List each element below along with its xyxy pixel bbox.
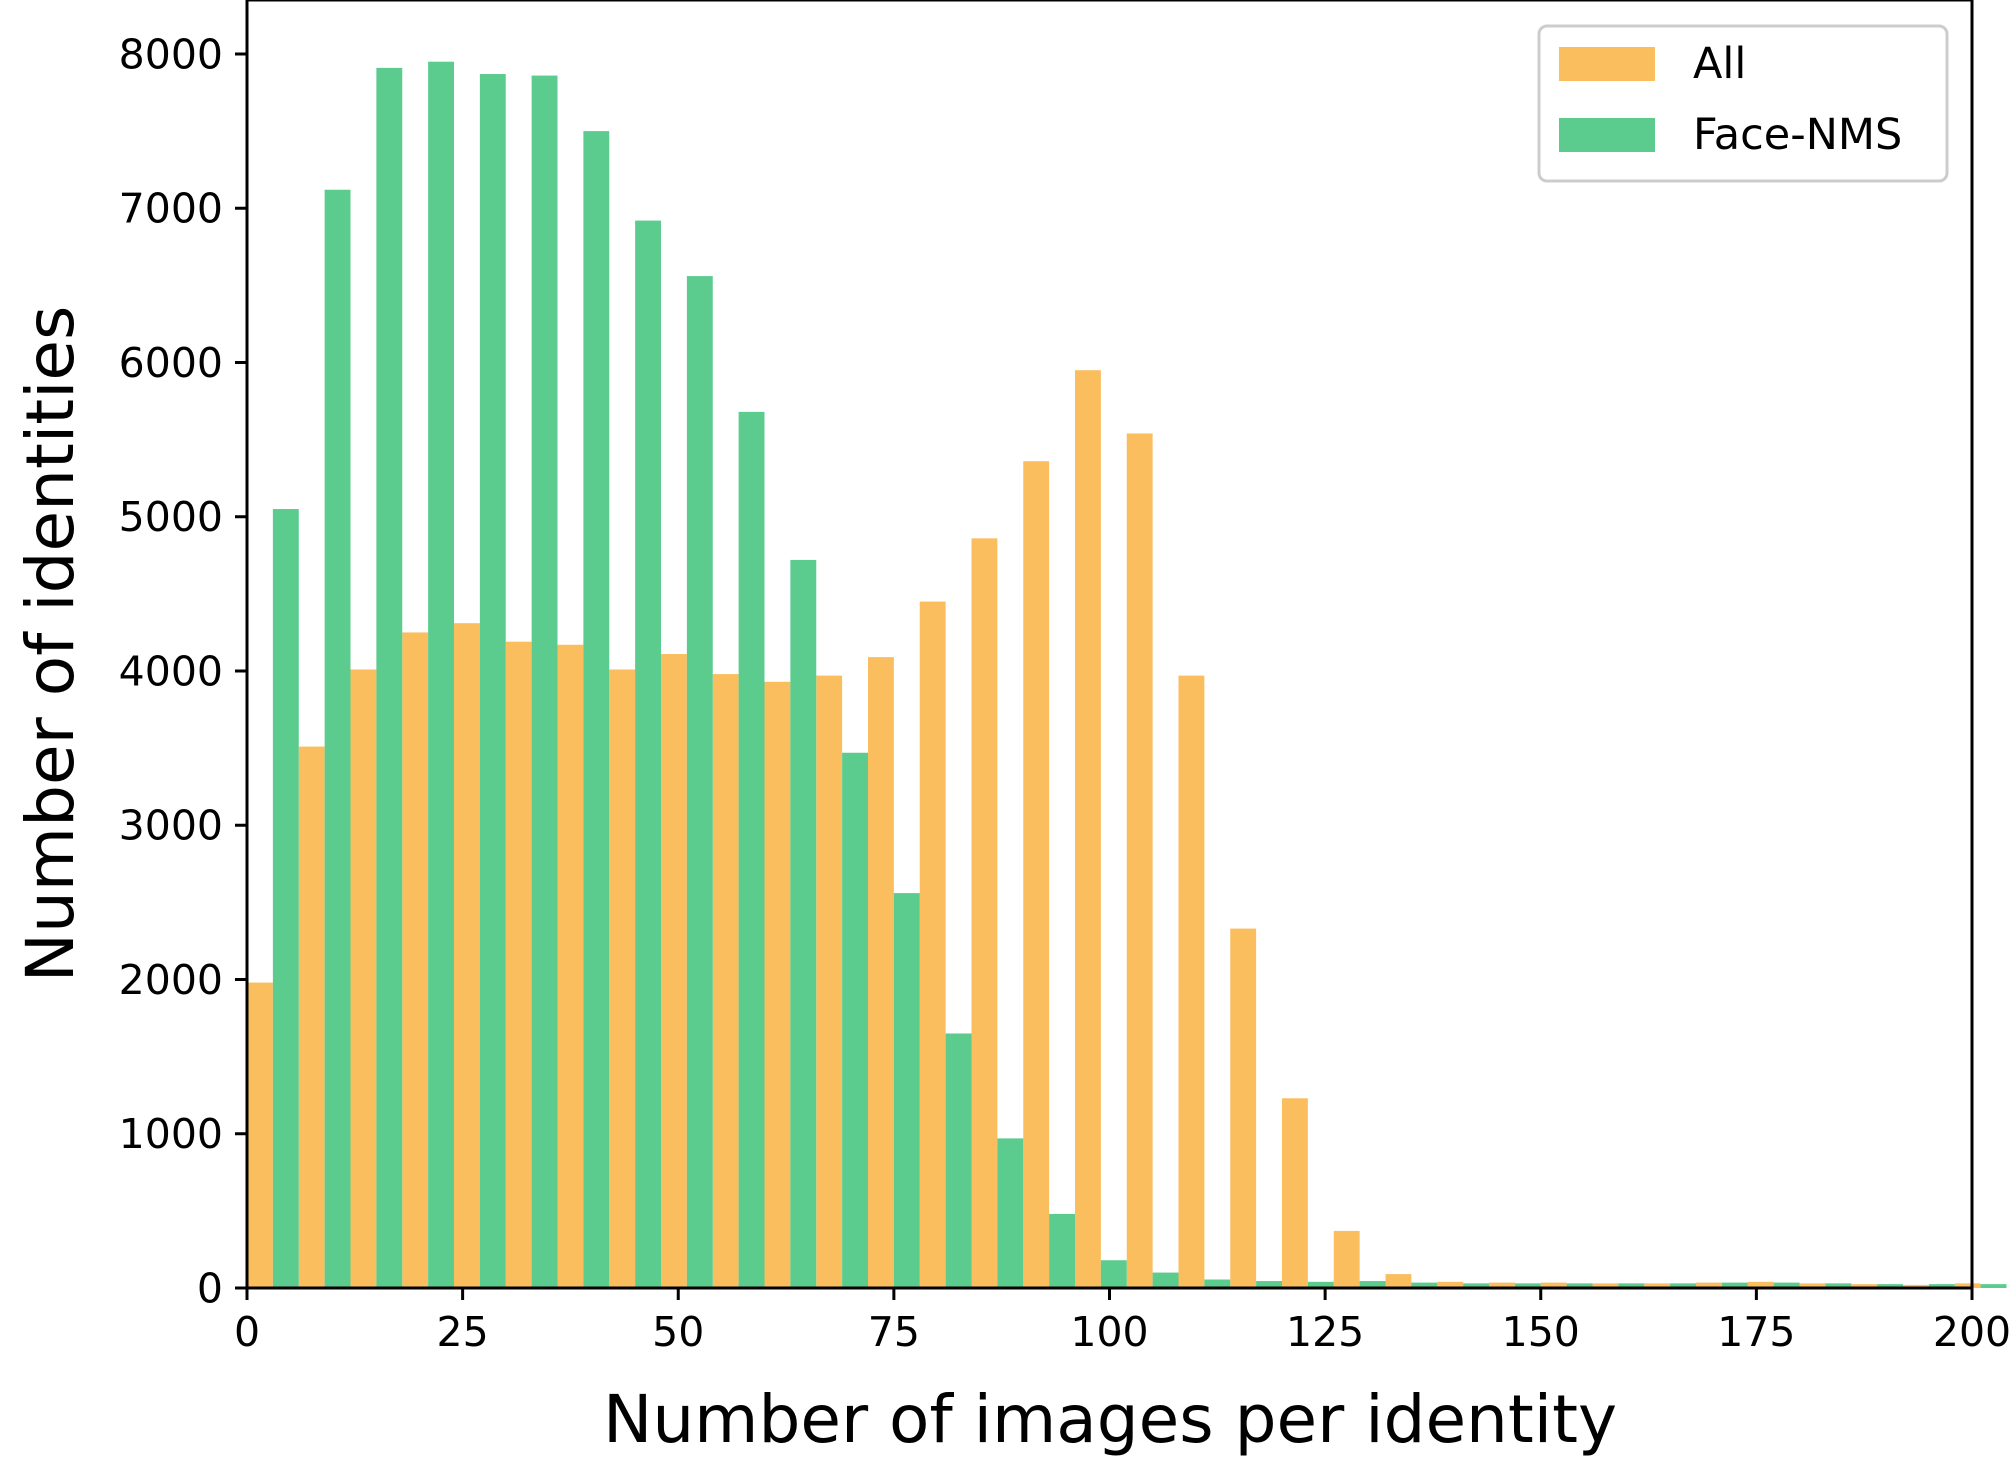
x-axis: 0 25 50 75 100 125 150 175 200 [234, 1288, 2011, 1356]
legend-label-face-nms: Face-NMS [1693, 110, 1902, 160]
bar-all-2 [350, 669, 377, 1288]
bar-face-nms-11 [842, 752, 868, 1288]
bar-all-26 [1592, 1283, 1619, 1288]
bar-face-nms-13 [945, 1033, 972, 1288]
bar-face-nms-19 [1256, 1281, 1282, 1288]
x-tick-label: 75 [868, 1308, 920, 1356]
bar-face-nms-23 [1463, 1283, 1489, 1288]
y-axis: 0 1000 2000 3000 4000 5000 6000 7000 8000 [119, 30, 247, 1312]
bar-face-nms-32 [1928, 1284, 1955, 1288]
bar-all-23 [1437, 1281, 1464, 1288]
bar-all-22 [1385, 1274, 1412, 1288]
bar-all-18 [1178, 675, 1205, 1288]
bar-face-nms-7 [635, 220, 661, 1289]
bar-all-9 [712, 674, 739, 1288]
bar-face-nms-5 [531, 75, 558, 1288]
bar-all-33 [1954, 1283, 1981, 1288]
bar-face-nms-17 [1152, 1272, 1179, 1288]
bar-all-4 [454, 623, 480, 1288]
bar-all-25 [1540, 1282, 1567, 1288]
bar-face-nms-10 [790, 559, 817, 1288]
bar-face-nms-28 [1721, 1282, 1748, 1288]
bar-face-nms-29 [1773, 1282, 1800, 1288]
bar-face-nms-26 [1618, 1283, 1645, 1288]
bar-face-nms-15 [1049, 1213, 1075, 1288]
bar-face-nms-8 [686, 276, 713, 1288]
legend-swatch-all [1559, 47, 1655, 81]
bar-all-11 [816, 675, 843, 1288]
bar-all-20 [1282, 1098, 1308, 1288]
bar-face-nms-27 [1670, 1283, 1696, 1288]
bar-all-14 [971, 538, 998, 1288]
bar-face-nms-33 [1980, 1284, 2007, 1288]
bar-all-7 [609, 669, 636, 1288]
bar-face-nms-18 [1204, 1279, 1231, 1288]
bar-all-16 [1075, 370, 1101, 1288]
bar-face-nms-9 [738, 411, 765, 1288]
bar-all-28 [1696, 1282, 1722, 1288]
bar-all-12 [868, 657, 894, 1288]
y-tick-label: 1000 [119, 1110, 223, 1158]
y-tick-label: 2000 [119, 956, 223, 1004]
bar-all-29 [1747, 1281, 1774, 1288]
bar-all-15 [1023, 461, 1050, 1288]
bar-all-31 [1851, 1284, 1878, 1288]
bar-all-32 [1903, 1284, 1929, 1288]
bar-face-nms-4 [479, 74, 506, 1288]
bar-face-nms-1 [324, 189, 351, 1288]
x-axis-label: Number of images per identity [603, 1381, 1617, 1458]
bar-face-nms-25 [1566, 1283, 1593, 1288]
x-tick-label: 25 [437, 1308, 489, 1356]
bar-face-nms-30 [1825, 1283, 1852, 1288]
bar-all-0 [247, 982, 273, 1288]
bar-all-27 [1644, 1283, 1671, 1288]
x-tick-label: 200 [1933, 1308, 2011, 1356]
bar-all-13 [919, 601, 946, 1288]
bar-face-nms-16 [1100, 1260, 1127, 1288]
bar-face-nms-3 [428, 61, 454, 1289]
y-tick-label: 7000 [119, 185, 223, 233]
bar-face-nms-14 [997, 1138, 1024, 1288]
bar-face-nms-0 [272, 509, 299, 1289]
legend-label-all: All [1693, 39, 1746, 89]
x-tick-label: 150 [1502, 1308, 1580, 1356]
bar-all-8 [661, 654, 687, 1288]
bar-face-nms-21 [1359, 1281, 1386, 1288]
bar-all-3 [402, 632, 429, 1288]
bar-all-19 [1230, 928, 1257, 1288]
y-tick-label: 3000 [119, 802, 223, 850]
bars-face-nms [272, 61, 2007, 1289]
bar-all-1 [298, 746, 325, 1288]
bar-all-17 [1126, 433, 1153, 1288]
y-tick-label: 0 [197, 1264, 223, 1312]
bar-face-nms-20 [1307, 1281, 1334, 1288]
x-tick-label: 50 [652, 1308, 704, 1356]
bar-all-5 [505, 641, 532, 1288]
bar-face-nms-31 [1877, 1284, 1903, 1288]
bar-face-nms-6 [583, 131, 610, 1288]
bar-all-21 [1333, 1230, 1360, 1288]
legend-swatch-face-nms [1559, 118, 1655, 152]
y-tick-label: 4000 [119, 647, 223, 695]
bars-all [247, 370, 1981, 1288]
bar-face-nms-2 [376, 67, 403, 1289]
bar-face-nms-24 [1514, 1283, 1541, 1288]
bar-face-nms-22 [1411, 1282, 1438, 1288]
y-tick-label: 5000 [119, 493, 223, 541]
x-tick-label: 100 [1070, 1308, 1148, 1356]
y-axis-label: Number of identities [12, 306, 89, 983]
legend: All Face-NMS [1537, 24, 1949, 183]
y-tick-label: 8000 [119, 30, 223, 78]
bar-face-nms-12 [893, 893, 920, 1288]
x-tick-label: 0 [234, 1308, 260, 1356]
bar-all-30 [1799, 1283, 1826, 1288]
bar-all-6 [557, 644, 584, 1288]
bar-all-24 [1489, 1282, 1515, 1288]
bar-all-10 [764, 681, 791, 1288]
x-tick-label: 175 [1717, 1308, 1795, 1356]
y-tick-label: 6000 [119, 339, 223, 387]
x-tick-label: 125 [1286, 1308, 1364, 1356]
